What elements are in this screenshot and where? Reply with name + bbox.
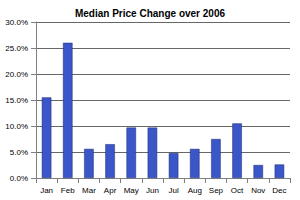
svg-text:Dec: Dec [272, 186, 286, 195]
svg-text:30.0%: 30.0% [5, 18, 28, 27]
svg-text:Apr: Apr [104, 186, 117, 195]
svg-text:Median Price Change over 2006: Median Price Change over 2006 [75, 8, 226, 19]
svg-text:Feb: Feb [61, 186, 75, 195]
svg-text:Jan: Jan [40, 186, 53, 195]
svg-text:Jun: Jun [146, 186, 159, 195]
svg-text:Oct: Oct [231, 186, 244, 195]
svg-text:25.0%: 25.0% [5, 44, 28, 53]
svg-text:10.0%: 10.0% [5, 122, 28, 131]
svg-text:5.0%: 5.0% [10, 148, 28, 157]
svg-text:May: May [124, 186, 139, 195]
svg-text:Mar: Mar [82, 186, 96, 195]
svg-text:15.0%: 15.0% [5, 96, 28, 105]
svg-text:Sep: Sep [209, 186, 224, 195]
svg-text:Aug: Aug [188, 186, 202, 195]
svg-text:0.0%: 0.0% [10, 174, 28, 183]
svg-text:Jul: Jul [168, 186, 178, 195]
svg-text:Nov: Nov [251, 186, 265, 195]
svg-text:20.0%: 20.0% [5, 70, 28, 79]
